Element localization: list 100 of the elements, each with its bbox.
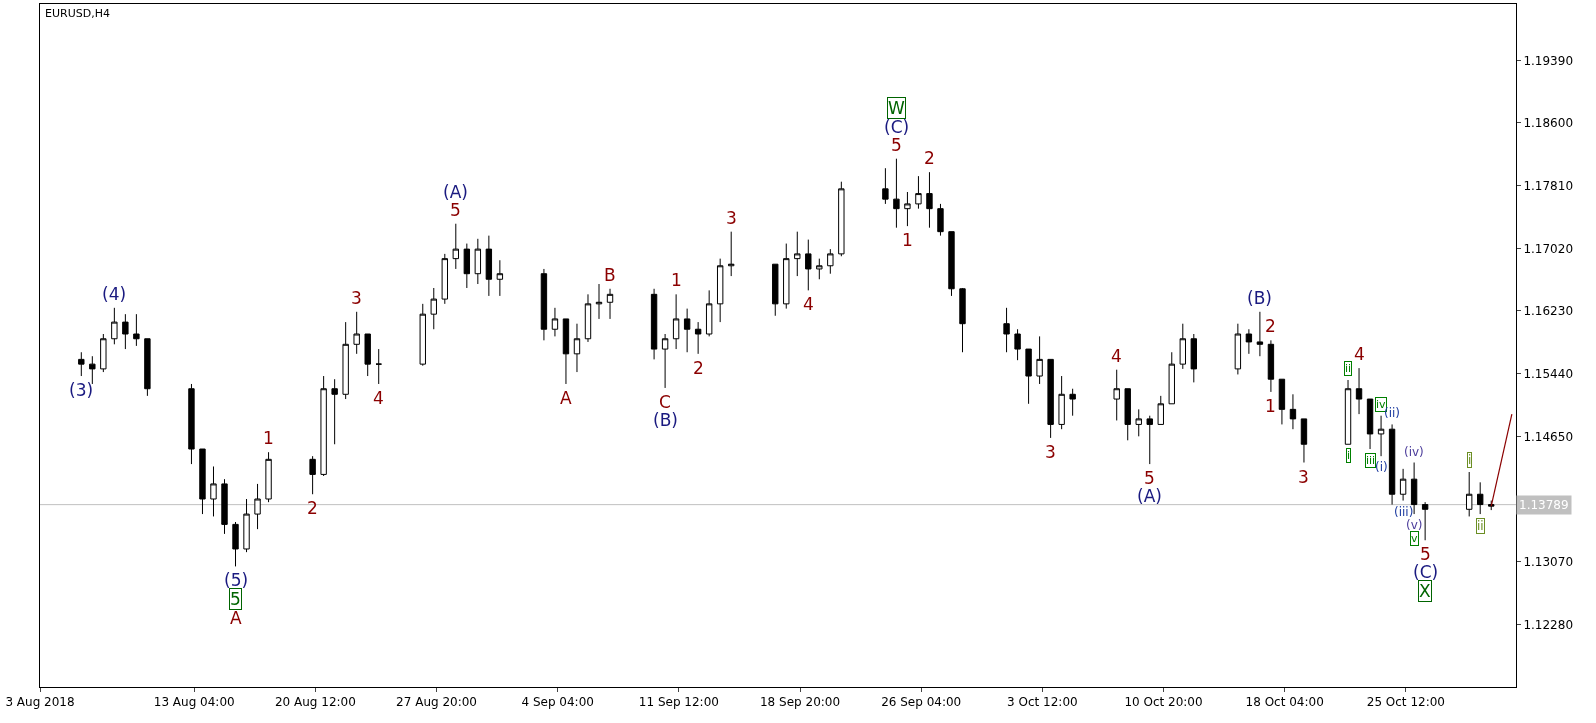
annotation: 5 xyxy=(230,589,241,609)
candlestick xyxy=(805,239,812,291)
x-tick-label: 25 Oct 12:00 xyxy=(1366,695,1445,710)
x-tick-label: 20 Aug 12:00 xyxy=(274,695,356,710)
annotation: iii xyxy=(1366,454,1376,467)
candlestick xyxy=(904,191,911,227)
annotation: 2 xyxy=(924,148,935,168)
annotation: (iii) xyxy=(1394,505,1414,519)
annotation: i xyxy=(1347,449,1351,462)
candlestick xyxy=(959,287,966,353)
candlestick xyxy=(573,323,581,373)
annotation: 4 xyxy=(1354,344,1365,364)
ref-line-label: 1.13789 xyxy=(1519,498,1569,512)
candlestick xyxy=(1036,335,1043,385)
candlestick xyxy=(232,521,239,567)
candlestick xyxy=(331,378,338,445)
candlestick xyxy=(1245,328,1253,355)
candlestick xyxy=(1069,388,1076,417)
candlestick xyxy=(551,307,559,337)
candlestick xyxy=(111,307,118,345)
candlestick xyxy=(1278,378,1286,425)
annotation: A xyxy=(230,608,242,628)
annotation: ii xyxy=(1477,519,1484,533)
annotation: v xyxy=(1411,532,1418,545)
candlestick xyxy=(1168,351,1175,405)
annotation: (A) xyxy=(443,182,468,202)
candlestick xyxy=(1146,415,1153,465)
candlestick xyxy=(375,348,382,385)
annotation: 1 xyxy=(263,428,274,448)
annotation: C xyxy=(659,392,671,412)
annotation: X xyxy=(1419,581,1431,601)
candlestick xyxy=(144,338,151,397)
candlestick xyxy=(1300,418,1308,464)
annotation: W xyxy=(888,98,905,118)
annotation: 2 xyxy=(307,498,318,518)
annotation: i xyxy=(1468,453,1472,467)
candlestick xyxy=(1477,481,1484,515)
candlestick xyxy=(364,333,371,377)
annotation: (B) xyxy=(653,410,678,430)
y-tick-label: 1.16230 xyxy=(1523,304,1574,319)
candlestick xyxy=(915,175,922,210)
annotation: 1 xyxy=(671,270,682,290)
candlestick xyxy=(441,253,448,305)
candlestick xyxy=(882,167,889,205)
y-tick-label: 1.13070 xyxy=(1523,554,1574,569)
candlestick xyxy=(683,308,691,353)
candlestick xyxy=(1047,358,1054,439)
annotation: 3 xyxy=(1298,467,1309,487)
candlestick xyxy=(133,313,140,347)
candlestick xyxy=(254,483,261,530)
candlestick xyxy=(650,288,658,360)
annotation: 3 xyxy=(726,208,737,228)
y-tick-label: 1.17020 xyxy=(1523,241,1574,256)
x-tick-label: 11 Sep 12:00 xyxy=(638,695,719,710)
annotation: (ii) xyxy=(1384,406,1401,420)
candlestick xyxy=(1234,323,1242,375)
candlestick xyxy=(430,287,437,330)
y-tick-label: 1.15440 xyxy=(1523,366,1574,381)
candlestick xyxy=(1366,398,1374,450)
candlestick xyxy=(122,313,129,350)
annotation: ii xyxy=(1345,362,1352,375)
candlestick xyxy=(78,351,85,377)
candlestick xyxy=(1488,500,1495,511)
candlestick xyxy=(1124,388,1131,441)
candlestick xyxy=(1421,501,1429,541)
candlestick xyxy=(1355,367,1363,415)
candlestick xyxy=(1025,348,1032,405)
candlestick xyxy=(716,258,724,323)
candlestick xyxy=(1289,393,1297,430)
candlestick xyxy=(265,451,272,503)
candlestick xyxy=(199,448,206,515)
annotation: (C) xyxy=(1413,562,1439,582)
candlestick xyxy=(1388,423,1396,506)
y-tick-label: 1.18600 xyxy=(1523,116,1574,131)
candlestick xyxy=(772,263,779,317)
x-tick-label: 3 Aug 2018 xyxy=(5,695,75,710)
x-tick-label: 3 Oct 12:00 xyxy=(1007,695,1078,710)
candlestick xyxy=(606,288,614,320)
annotation: 5 xyxy=(1144,468,1155,488)
candlestick xyxy=(1014,328,1021,361)
y-tick-label: 1.19390 xyxy=(1523,53,1574,68)
candlestick xyxy=(948,231,955,297)
x-tick-label: 13 Aug 04:00 xyxy=(153,695,235,710)
annotation: 3 xyxy=(351,288,362,308)
annotation: 1 xyxy=(1265,396,1276,416)
candlestick xyxy=(1003,307,1010,353)
y-tick-label: 1.14650 xyxy=(1523,429,1574,444)
annotation: 3 xyxy=(1045,442,1056,462)
candlestick xyxy=(694,321,702,355)
candlestick xyxy=(342,321,349,400)
candlestick xyxy=(1113,369,1120,421)
chart-title: EURUSD,H4 xyxy=(45,7,110,20)
candlestick xyxy=(595,283,603,320)
x-tick-label: 26 Sep 04:00 xyxy=(881,695,962,710)
candlestick xyxy=(1377,415,1385,457)
candlestick xyxy=(584,293,592,343)
candlestick xyxy=(474,238,482,285)
annotation: 5 xyxy=(450,200,461,220)
candlestick xyxy=(838,181,845,257)
y-tick-label: 1.17810 xyxy=(1523,178,1574,193)
